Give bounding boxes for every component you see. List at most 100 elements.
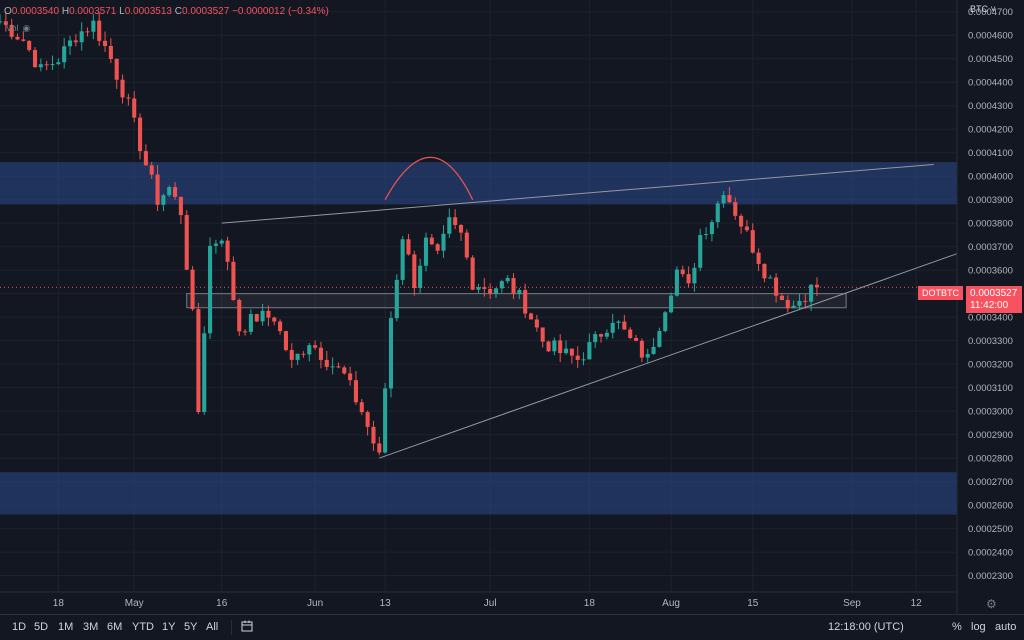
candle-body bbox=[733, 202, 738, 216]
candle bbox=[505, 275, 510, 284]
range-box-rect bbox=[186, 293, 847, 309]
candle-body bbox=[278, 321, 283, 332]
candle-body bbox=[184, 215, 189, 270]
x-tick-label: 12 bbox=[911, 598, 923, 609]
candle bbox=[9, 18, 14, 40]
candle bbox=[727, 186, 732, 204]
candle bbox=[260, 303, 265, 326]
candle bbox=[791, 300, 796, 309]
candle bbox=[750, 223, 755, 254]
candle-body bbox=[254, 314, 259, 322]
range-5d[interactable]: 5D bbox=[34, 621, 49, 633]
candle bbox=[243, 328, 248, 336]
x-tick-label: Sep bbox=[843, 598, 861, 609]
candle-body bbox=[418, 265, 423, 288]
candle-body bbox=[739, 215, 744, 227]
candle-body bbox=[406, 239, 411, 255]
auto-toggle[interactable]: auto bbox=[995, 621, 1017, 633]
candle bbox=[721, 191, 726, 208]
candle-body bbox=[359, 402, 364, 413]
candle-body bbox=[143, 151, 148, 166]
trendline bbox=[221, 163, 934, 224]
candle-body bbox=[558, 340, 563, 354]
candle bbox=[348, 366, 353, 386]
candle bbox=[534, 314, 539, 332]
range-1m[interactable]: 1M bbox=[58, 621, 74, 633]
candle bbox=[138, 113, 143, 160]
y-tick-label: 0.0004300 bbox=[968, 101, 1013, 112]
range-5y[interactable]: 5Y bbox=[184, 621, 198, 633]
candle bbox=[540, 327, 545, 348]
candle-body bbox=[412, 254, 417, 288]
zone-band bbox=[0, 472, 957, 515]
candle bbox=[575, 346, 580, 368]
candle bbox=[27, 40, 32, 52]
candle-body bbox=[476, 287, 481, 290]
candle bbox=[563, 340, 569, 355]
candle-body bbox=[692, 267, 697, 284]
candle-body bbox=[791, 305, 796, 309]
candle bbox=[394, 274, 399, 322]
candle-body bbox=[400, 239, 405, 280]
candle-body bbox=[161, 195, 166, 205]
y-tick-label: 0.0004200 bbox=[968, 125, 1013, 136]
candle-body bbox=[149, 165, 154, 175]
volume-legend[interactable]: Vol ◉ bbox=[6, 23, 30, 34]
candle-body bbox=[56, 62, 61, 65]
candle bbox=[219, 238, 224, 247]
range-ytd[interactable]: YTD bbox=[132, 621, 154, 633]
candle bbox=[0, 14, 3, 25]
candle-body bbox=[365, 412, 370, 427]
candle-body bbox=[208, 245, 213, 334]
candle bbox=[330, 357, 335, 375]
x-tick-label: Aug bbox=[662, 598, 680, 609]
y-tick-label: 0.0004500 bbox=[968, 54, 1013, 65]
candle-body bbox=[353, 380, 358, 403]
currency-label: BTC bbox=[970, 4, 988, 14]
y-tick-label: 0.0004100 bbox=[968, 148, 1013, 159]
candle-body bbox=[540, 327, 545, 342]
candle bbox=[651, 338, 656, 355]
y-tick-label: 0.0002400 bbox=[968, 548, 1013, 559]
currency-selector[interactable]: BTC ˅ bbox=[970, 4, 996, 14]
price-chart[interactable]: 0.0004700 0.0004600 0.0004500 0.0004400 0.00… bbox=[0, 0, 1024, 614]
range-6m[interactable]: 6M bbox=[107, 621, 123, 633]
calendar-icon[interactable] bbox=[241, 620, 253, 632]
x-tick-label: Jun bbox=[307, 598, 323, 609]
candle bbox=[272, 316, 277, 326]
candle bbox=[388, 311, 394, 398]
candle-body bbox=[587, 342, 592, 360]
candle-body bbox=[464, 232, 469, 258]
candle-body bbox=[453, 217, 458, 225]
candle-body bbox=[750, 230, 755, 253]
candle-body bbox=[248, 314, 253, 332]
candle-body bbox=[575, 355, 580, 360]
candle bbox=[698, 228, 703, 272]
y-tick-label: 0.0003600 bbox=[968, 266, 1013, 277]
gear-icon[interactable]: ⚙ bbox=[986, 597, 997, 611]
candle-body bbox=[610, 322, 615, 333]
candle-body bbox=[768, 277, 773, 279]
candle-body bbox=[593, 334, 598, 343]
candle bbox=[744, 220, 749, 233]
percent-toggle[interactable]: % bbox=[952, 621, 962, 633]
candle-body bbox=[301, 353, 306, 355]
range-3m[interactable]: 3M bbox=[83, 621, 99, 633]
candle-body bbox=[458, 224, 464, 233]
range-box bbox=[186, 293, 847, 309]
candle bbox=[50, 55, 55, 71]
candle bbox=[85, 27, 90, 37]
candle bbox=[336, 362, 341, 369]
candle-body bbox=[108, 45, 113, 59]
candle bbox=[569, 348, 574, 364]
utc-clock[interactable]: 12:18:00 (UTC) bbox=[828, 621, 904, 633]
range-1d[interactable]: 1D bbox=[12, 621, 27, 633]
log-toggle[interactable]: log bbox=[971, 621, 986, 633]
candle-body bbox=[704, 234, 709, 236]
range-1y[interactable]: 1Y bbox=[162, 621, 176, 633]
candle-body bbox=[272, 317, 277, 322]
range-all[interactable]: All bbox=[206, 621, 219, 633]
candle-body bbox=[62, 46, 67, 63]
eye-icon[interactable]: ◉ bbox=[22, 23, 31, 33]
candle-body bbox=[435, 244, 440, 251]
